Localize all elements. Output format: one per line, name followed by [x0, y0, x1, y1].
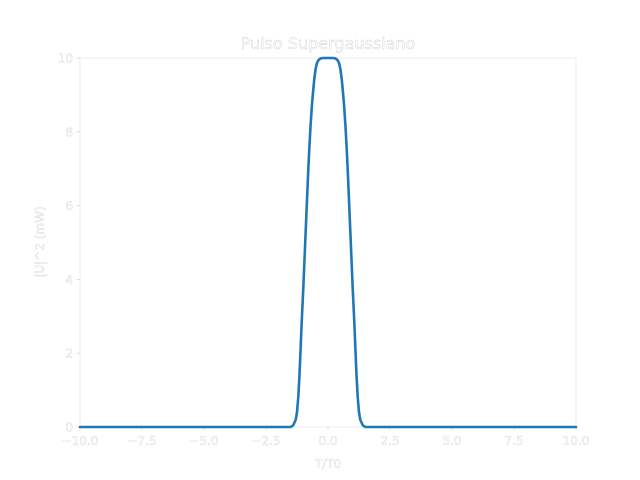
x-tick-label: −10.0 — [62, 434, 99, 448]
series-layer — [78, 56, 578, 429]
x-tick-label: 7.5 — [504, 434, 523, 448]
x-tick-label: 0.0 — [318, 434, 337, 448]
y-axis-label: |U|^2 (mW) — [33, 206, 47, 277]
x-tick-label: −5.0 — [189, 434, 218, 448]
y-tick-label: 2 — [65, 347, 73, 361]
y-tick-label: 6 — [65, 199, 73, 213]
x-axis-ticks: −10.0 −7.5 −5.0 −2.5 0.0 2.5 5.0 7.5 10.0 — [61, 427, 590, 448]
y-axis-ticks: 0 2 4 6 8 10 — [58, 51, 80, 435]
plot-axes — [79, 57, 577, 428]
chart-title: Pulso Supergaussiano — [241, 34, 416, 53]
y-tick-label: 10 — [58, 52, 73, 66]
x-tick-label: 5.0 — [442, 434, 461, 448]
x-tick-label: 2.5 — [380, 434, 399, 448]
x-tick-label: −2.5 — [251, 434, 280, 448]
series-line — [78, 56, 578, 429]
x-tick-label: 10.0 — [563, 434, 590, 448]
x-tick-label: −7.5 — [127, 434, 156, 448]
y-tick-label: 4 — [65, 273, 73, 287]
x-axis-label: T/T0 — [314, 457, 341, 471]
y-tick-label: 0 — [65, 421, 73, 435]
y-tick-label: 8 — [65, 125, 73, 139]
